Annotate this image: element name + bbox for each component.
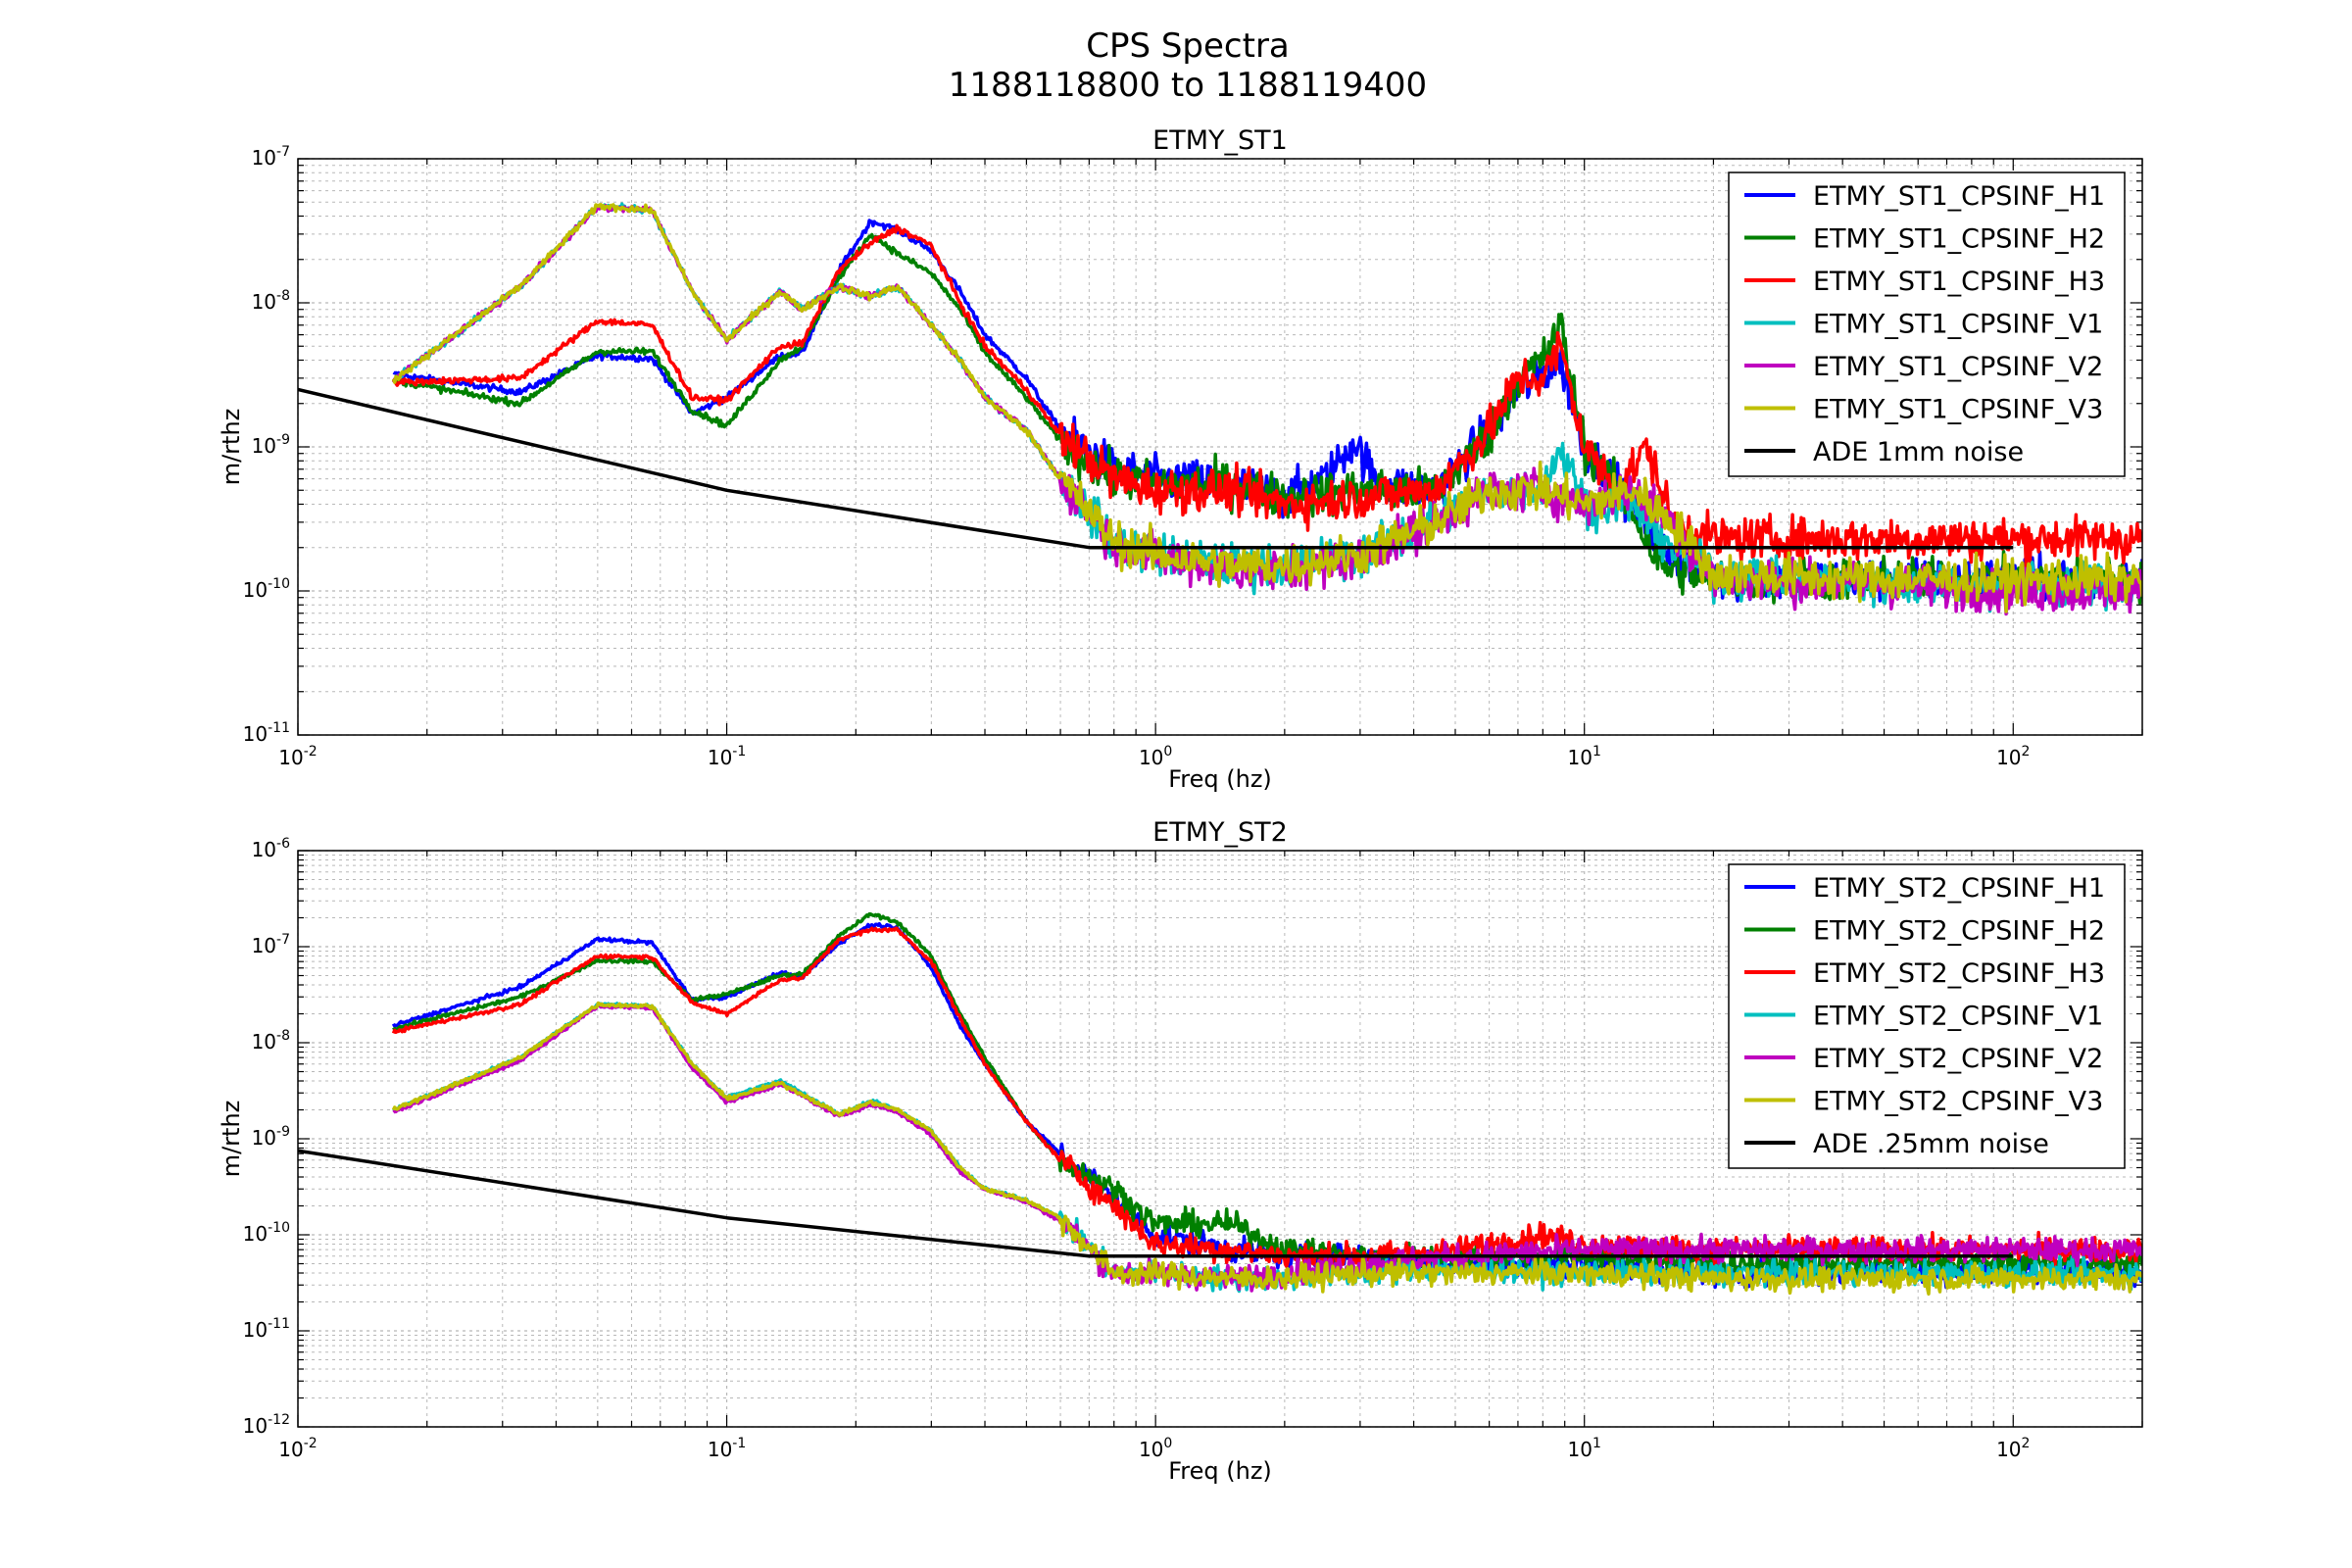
y-tick-label: 10-10 <box>243 1220 290 1246</box>
x-tick-label: 10-1 <box>708 744 746 769</box>
y-tick-label: 10-10 <box>243 576 290 602</box>
y-tick-label: 10-9 <box>252 1124 290 1150</box>
y-tick-label: 10-9 <box>252 432 290 458</box>
legend-entry: ADE 1mm noise <box>1813 437 2024 467</box>
y-tick-label: 10-12 <box>243 1412 290 1438</box>
x-tick-label: 102 <box>1996 744 2030 769</box>
y-axis-label: m/rthz <box>218 1101 245 1178</box>
y-axis-label: m/rthz <box>218 409 245 486</box>
legend-entry: ETMY_ST1_CPSINF_H2 <box>1813 224 2105 255</box>
figure-title-line2: 1188118800 to 1188119400 <box>949 66 1427 105</box>
legend: ETMY_ST2_CPSINF_H1 ETMY_ST2_CPSINF_H2 ETMY… <box>1728 863 2126 1169</box>
legend-entry: ETMY_ST1_CPSINF_V3 <box>1813 395 2103 425</box>
legend-entry: ADE .25mm noise <box>1813 1129 2049 1159</box>
legend-entry: ETMY_ST2_CPSINF_H1 <box>1813 873 2105 904</box>
series-line-etmy-st2-cpsinf-v3 <box>391 1001 2142 1297</box>
y-tick-label: 10-11 <box>243 720 290 746</box>
series-line-etmy-st1-cpsinf-h3 <box>391 223 2142 570</box>
axes-frame <box>297 850 2143 1428</box>
legend-entry: ETMY_ST1_CPSINF_H3 <box>1813 267 2105 297</box>
x-tick-label: 101 <box>1568 1436 1601 1461</box>
y-tick-label: 10-6 <box>252 836 291 861</box>
axes-title: ETMY_ST1 <box>1152 125 1288 156</box>
axes-frame <box>297 158 2143 736</box>
x-tick-label: 100 <box>1139 744 1172 769</box>
x-axis-label: Freq (hz) <box>1168 765 1272 793</box>
x-tick-label: 102 <box>1996 1436 2030 1461</box>
y-tick-label: 10-7 <box>252 144 290 170</box>
figure-title-line1: CPS Spectra <box>1086 26 1290 66</box>
x-tick-label: 10-2 <box>278 1436 317 1461</box>
legend-entry: ETMY_ST2_CPSINF_H3 <box>1813 958 2105 989</box>
legend-entry: ETMY_ST2_CPSINF_V1 <box>1813 1002 2103 1032</box>
x-tick-label: 101 <box>1568 744 1601 769</box>
y-tick-label: 10-11 <box>243 1316 290 1342</box>
y-tick-label: 10-7 <box>252 932 290 957</box>
x-axis-label: Freq (hz) <box>1168 1457 1272 1485</box>
legend: ETMY_ST1_CPSINF_H1 ETMY_ST1_CPSINF_H2 ETMY… <box>1728 172 2126 477</box>
series-line-etmy-st2-cpsinf-v2 <box>392 1003 2142 1293</box>
subplot-st1: 10-2 10-1 100 101 102 10-11 10-10 10-9 10-8 10-7 E… <box>218 125 2143 793</box>
series-line-etmy-st1-cpsinf-v3 <box>391 203 2142 613</box>
legend-entry: ETMY_ST1_CPSINF_H1 <box>1813 181 2105 212</box>
legend-entry: ETMY_ST1_CPSINF_V1 <box>1813 310 2103 340</box>
legend-entry: ETMY_ST2_CPSINF_V2 <box>1813 1044 2103 1074</box>
series-line-ade-25mm-noise <box>298 1149 2014 1258</box>
legend-entry: ETMY_ST2_CPSINF_H2 <box>1813 916 2105 947</box>
y-tick-label: 10-8 <box>252 288 290 314</box>
series-group <box>298 911 2142 1297</box>
x-tick-label: 100 <box>1139 1436 1172 1461</box>
legend-entry: ETMY_ST2_CPSINF_V3 <box>1813 1087 2103 1117</box>
legend-entry: ETMY_ST1_CPSINF_V2 <box>1813 352 2103 382</box>
series-group <box>298 202 2142 616</box>
axes-title: ETMY_ST2 <box>1152 817 1288 848</box>
x-tick-label: 10-2 <box>278 744 317 769</box>
y-tick-label: 10-8 <box>252 1028 290 1054</box>
x-tick-label: 10-1 <box>708 1436 746 1461</box>
subplot-st2: 10-2 10-1 100 101 102 10-12 10-11 10-10 10-9 10-8… <box>218 817 2143 1485</box>
series-line-ade-1mm-noise <box>298 387 2014 550</box>
